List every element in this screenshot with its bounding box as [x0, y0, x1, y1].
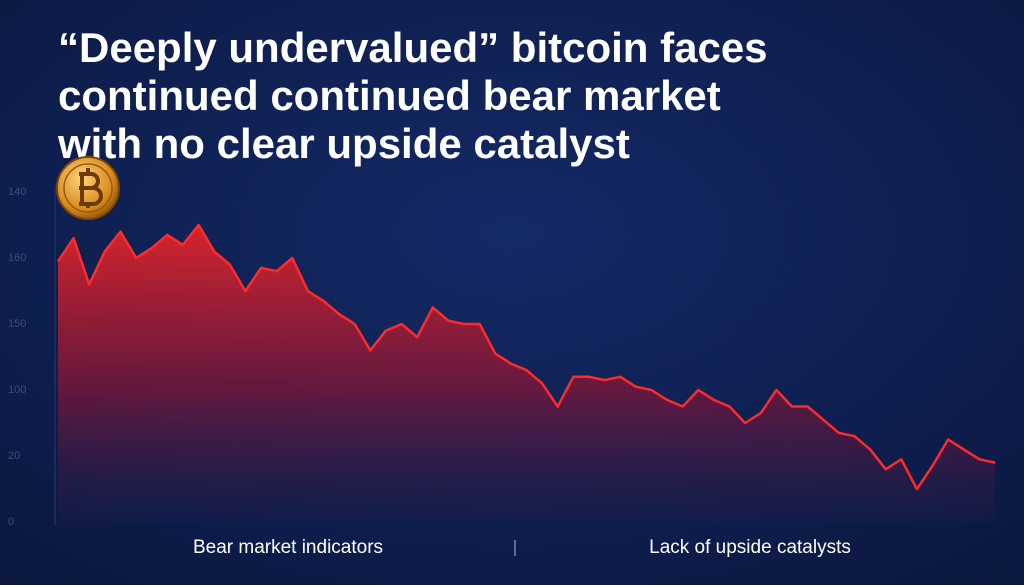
- title-line: continued continued bear market: [58, 72, 721, 119]
- title-line: “Deeply undervalued” bitcoin faces: [58, 24, 768, 71]
- y-axis-label: 150: [8, 318, 26, 330]
- annotation: Lack of upside catalysts: [649, 537, 851, 558]
- coin-rim: [63, 163, 113, 213]
- y-axis-label: 140: [8, 186, 26, 198]
- y-axis-label: 100: [8, 384, 26, 396]
- y-axis-label: 0: [8, 516, 14, 528]
- line: [56, 223, 996, 491]
- title-line: with no clear upside catalyst: [57, 120, 630, 167]
- y-axis-label: 20: [8, 450, 20, 462]
- area: [58, 225, 995, 522]
- coin-symbol: [79, 168, 103, 208]
- bitcoin-icon: [56, 156, 120, 220]
- annotation: Bear market indicators: [193, 537, 383, 558]
- y-axis-label: 160: [8, 252, 26, 264]
